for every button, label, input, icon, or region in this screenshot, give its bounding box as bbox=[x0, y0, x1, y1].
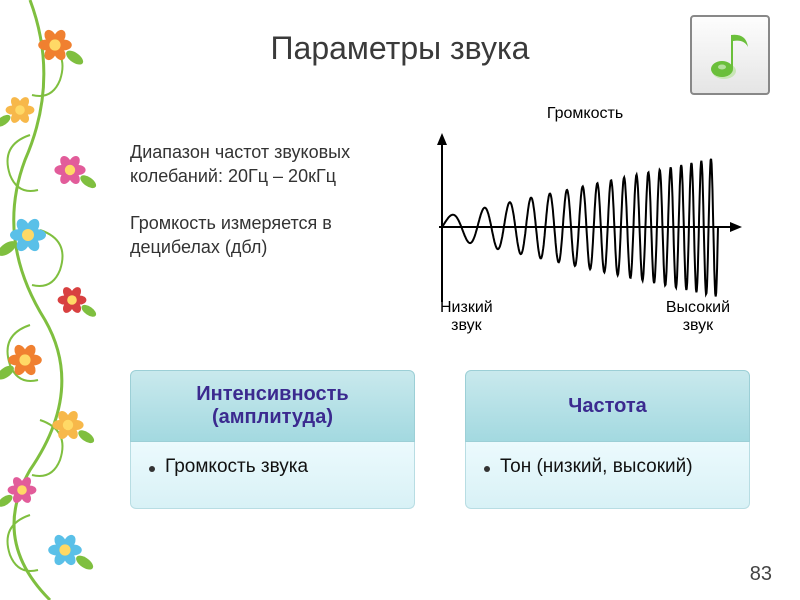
loudness-unit-text: Громкость измеряется в децибелах (дбл) bbox=[130, 211, 380, 260]
page-title: Параметры звука bbox=[0, 30, 800, 67]
frequency-card: Частота Тон (низкий, высокий) bbox=[465, 370, 750, 509]
intensity-card-body: Громкость звука bbox=[130, 442, 415, 509]
chart-high-label: Высокий звук bbox=[666, 299, 730, 335]
chart-ylabel: Громкость bbox=[547, 105, 623, 123]
frequency-card-body: Тон (низкий, высокий) bbox=[465, 442, 750, 509]
intensity-card: Интенсивность (амплитуда) Громкость звук… bbox=[130, 370, 415, 509]
floral-decoration bbox=[0, 0, 120, 600]
waveform-svg bbox=[420, 127, 750, 312]
music-file-icon bbox=[690, 15, 770, 95]
intensity-card-head: Интенсивность (амплитуда) bbox=[130, 370, 415, 442]
description-text: Диапазон частот звуковых колебаний: 20Гц… bbox=[130, 140, 380, 281]
frequency-card-head: Частота bbox=[465, 370, 750, 442]
chart-low-label: Низкий звук bbox=[440, 299, 493, 335]
intensity-card-text: Громкость звука bbox=[165, 456, 308, 478]
page-number: 83 bbox=[750, 563, 772, 586]
frequency-card-text: Тон (низкий, высокий) bbox=[500, 456, 693, 478]
cards-row: Интенсивность (амплитуда) Громкость звук… bbox=[130, 370, 750, 509]
frequency-range-text: Диапазон частот звуковых колебаний: 20Гц… bbox=[130, 140, 380, 189]
loudness-chart: Громкость Низкий звук Высокий звук bbox=[420, 105, 750, 335]
music-note-icon bbox=[702, 27, 758, 83]
